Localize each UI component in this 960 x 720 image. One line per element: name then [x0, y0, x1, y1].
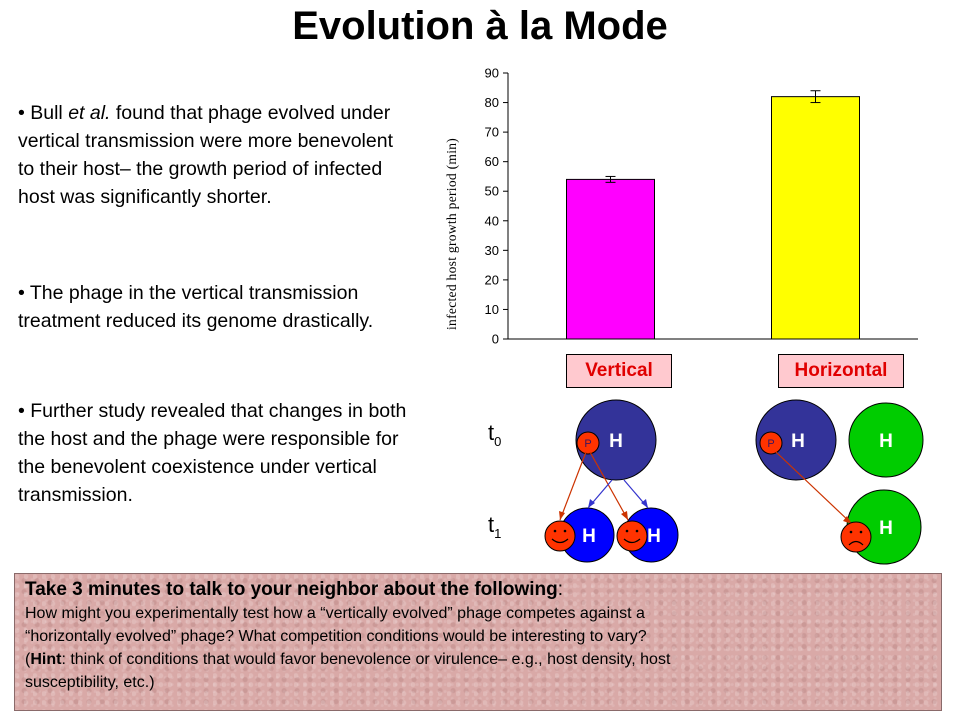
- discussion-heading: Take 3 minutes to talk to your neighbor …: [25, 579, 564, 600]
- bullet-text-italic: et al.: [68, 102, 111, 124]
- y-tick-label: 40: [485, 213, 499, 228]
- time-label-t0: t0: [488, 420, 501, 449]
- y-axis-label: infected host growth period (min): [444, 138, 459, 330]
- discussion-line: “horizontally evolved” phage? What compe…: [25, 628, 647, 645]
- vertical-parent-host: H: [575, 399, 657, 481]
- category-label-horizontal: Horizontal: [778, 354, 904, 388]
- svg-text:P: P: [584, 438, 591, 450]
- y-tick-label: 90: [485, 66, 499, 81]
- bullet-further-study: • Further study revealed that changes in…: [18, 400, 407, 506]
- smiley-face-icon: [544, 520, 576, 552]
- svg-text:H: H: [647, 526, 661, 547]
- slide-title: Evolution à la Mode: [292, 4, 668, 48]
- vertical-arrows: [559, 451, 649, 521]
- y-tick-label: 50: [485, 184, 499, 199]
- svg-text:H: H: [879, 431, 893, 452]
- discussion-box: Take 3 minutes to talk to your neighbor …: [14, 573, 942, 711]
- svg-text:H: H: [791, 431, 805, 452]
- y-tick-label: 80: [485, 95, 499, 110]
- bar-vertical: [566, 178, 655, 340]
- vertical-daughter-host-left: H: [559, 507, 615, 563]
- y-tick-label: 0: [492, 332, 499, 347]
- y-tick-label: 20: [485, 272, 499, 287]
- phage-icon: P: [759, 431, 783, 455]
- smiley-face-icon: [616, 520, 648, 552]
- bullet-text-pre: Bull: [30, 102, 69, 124]
- phage-icon: P: [576, 431, 600, 455]
- discussion-line: susceptibility, etc.): [25, 674, 155, 691]
- bullet-genome-reduction: • The phage in the vertical transmission…: [18, 282, 374, 332]
- horizontal-green-host-t0: H: [848, 402, 924, 478]
- category-label-vertical: Vertical: [566, 354, 672, 388]
- y-tick-label: 70: [485, 125, 499, 140]
- y-tick-label: 30: [485, 243, 499, 258]
- discussion-body: How might you experimentally test how a …: [25, 602, 931, 694]
- discussion-line: How might you experimentally test how a …: [25, 605, 645, 622]
- bullet-bull-findings: • Bull et al. found that phage evolved u…: [18, 99, 410, 211]
- hint-label: Hint: [30, 651, 62, 668]
- bar-horizontal: [771, 96, 860, 340]
- y-tick-label: 60: [485, 154, 499, 169]
- time-label-t1: t1: [488, 512, 501, 541]
- chart-bars: [566, 90, 860, 340]
- svg-text:H: H: [879, 518, 893, 539]
- horizontal-parent-host: H: [755, 399, 837, 481]
- discussion-line: (Hint: think of conditions that would fa…: [25, 651, 671, 668]
- horizontal-arrow: [775, 451, 853, 525]
- bullet-mark: •: [18, 102, 31, 124]
- svg-text:P: P: [767, 438, 774, 450]
- bullet-text-post: found that phage evolved under vertical …: [18, 102, 393, 208]
- y-tick-label: 10: [485, 302, 499, 317]
- svg-text:H: H: [609, 431, 623, 452]
- svg-text:H: H: [582, 526, 596, 547]
- frowning-face-icon: [840, 521, 872, 553]
